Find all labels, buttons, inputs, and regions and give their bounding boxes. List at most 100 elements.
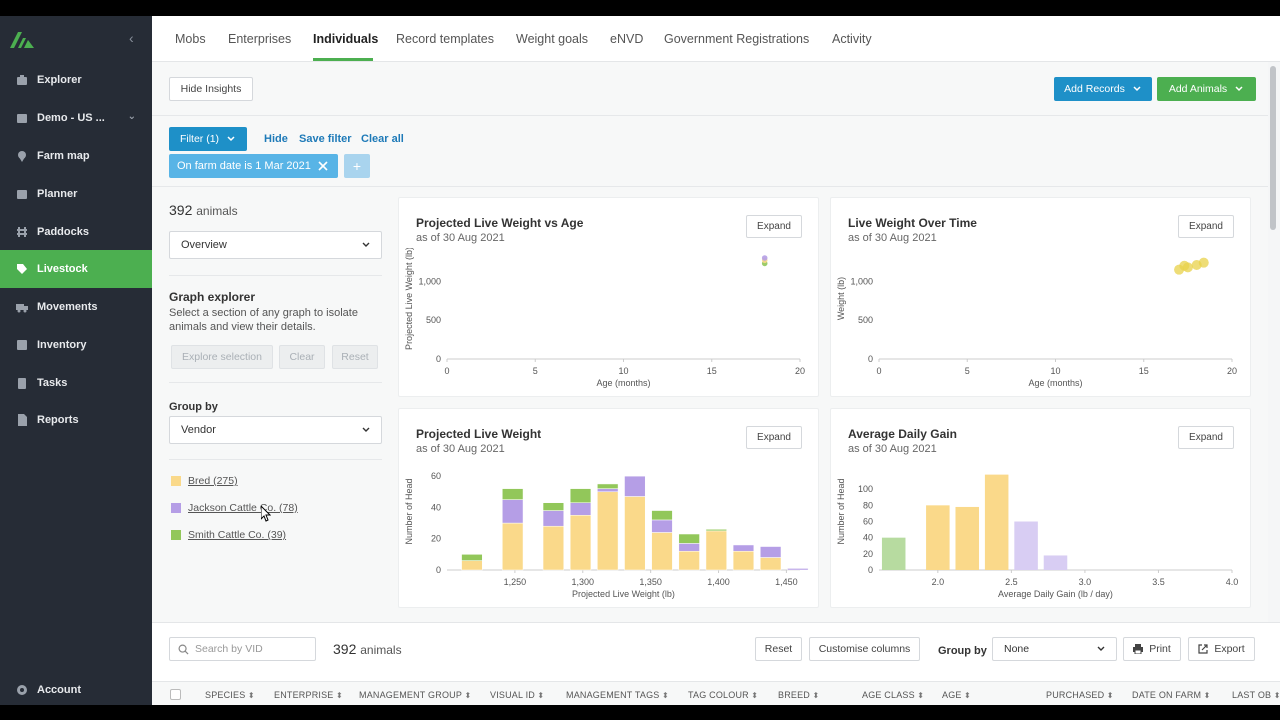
explorer-icon	[16, 74, 28, 86]
column-header-breed[interactable]: BREED	[778, 690, 819, 700]
expand-button[interactable]: Expand	[1178, 426, 1234, 449]
column-header-visual-id[interactable]: VISUAL ID	[490, 690, 544, 700]
tab-envd[interactable]: eNVD	[610, 32, 644, 46]
screen-top-bar	[0, 0, 1280, 16]
tab-government-registrations[interactable]: Government Registrations	[664, 32, 810, 46]
y-tick-label: 80	[863, 500, 873, 510]
sidebar-item-livestock[interactable]: Livestock	[0, 250, 152, 288]
sidebar-item-reports[interactable]: Reports	[0, 401, 152, 439]
group-by-select[interactable]: Vendor	[169, 416, 382, 444]
column-header-management-tags[interactable]: MANAGEMENT TAGS	[566, 690, 669, 700]
close-icon[interactable]	[318, 161, 328, 171]
tab-individuals[interactable]: Individuals	[313, 32, 379, 46]
sidebar-item-farm-select[interactable]: Demo - US ... ⌄	[0, 99, 152, 137]
chart-projected-weight[interactable]: 1,250 1,300 1,350 1,400 1,450 0 20 40 60 Projecte…	[399, 459, 820, 607]
select-all-checkbox[interactable]	[170, 689, 181, 700]
tab-weight-goals[interactable]: Weight goals	[516, 32, 589, 46]
paddock-icon	[16, 226, 28, 238]
y-tick-label: 1,000	[418, 276, 441, 286]
logo-icon[interactable]	[10, 32, 34, 48]
y-axis-title: Projected Live Weight (lb)	[404, 248, 414, 350]
tab-record-templates[interactable]: Record templates	[396, 32, 494, 46]
legend-item-smith[interactable]: Smith Cattle Co. (39)	[171, 529, 286, 541]
add-filter-button[interactable]: +	[344, 154, 370, 178]
sidebar-item-inventory[interactable]: Inventory	[0, 326, 152, 364]
scrollbar-thumb[interactable]	[1270, 66, 1276, 230]
hide-filter-link[interactable]: Hide	[264, 133, 288, 145]
sidebar-item-label: Movements	[37, 301, 98, 313]
column-header-management-group[interactable]: MANAGEMENT GROUP	[359, 690, 471, 700]
search-input[interactable]: Search by VID	[169, 637, 316, 661]
sidebar-item-farm-map[interactable]: Farm map	[0, 137, 152, 175]
column-header-species[interactable]: SPECIES	[205, 690, 255, 700]
bar-segment	[461, 560, 483, 571]
column-header-enterprise[interactable]: ENTERPRISE	[274, 690, 343, 700]
export-button[interactable]: Export	[1188, 637, 1255, 661]
bar-segment	[542, 502, 565, 511]
tab-enterprises[interactable]: Enterprises	[228, 32, 292, 46]
animals-table: Search by VID 392 animals Reset Customis…	[152, 622, 1280, 705]
bar-segment	[651, 519, 673, 533]
collapse-sidebar-icon[interactable]: ‹	[129, 30, 134, 46]
chevron-down-icon: ⌄	[127, 111, 136, 122]
sidebar-item-planner[interactable]: Planner	[0, 175, 152, 213]
clear-selection-button[interactable]: Clear	[279, 345, 325, 369]
column-header-last-ob[interactable]: LAST OB	[1232, 690, 1280, 700]
y-tick-label: 40	[431, 502, 441, 512]
insights-view-select[interactable]: Overview	[169, 231, 382, 259]
sidebar-item-label: Demo - US ...	[37, 112, 105, 124]
column-header-age[interactable]: AGE	[942, 690, 971, 700]
x-axis-title: Projected Live Weight (lb)	[572, 589, 675, 599]
x-axis-title: Average Daily Gain (lb / day)	[998, 589, 1113, 599]
save-filter-link[interactable]: Save filter	[299, 133, 352, 145]
sidebar-item-tasks[interactable]: Tasks	[0, 364, 152, 402]
column-header-date-on-farm[interactable]: DATE ON FARM	[1132, 690, 1211, 700]
tab-mobs[interactable]: Mobs	[175, 32, 206, 46]
chart-weight-over-time[interactable]: 0 5 10 15 20 0 500 1,000 Age (months) Weight (lb)	[831, 248, 1252, 396]
chart-title: Live Weight Over Time	[848, 216, 977, 230]
expand-button[interactable]: Expand	[746, 426, 802, 449]
bar	[881, 537, 906, 570]
bar-segment	[542, 510, 565, 527]
expand-button[interactable]: Expand	[746, 215, 802, 238]
legend-item-bred[interactable]: Bred (275)	[171, 475, 238, 487]
table-group-by-label: Group by	[938, 645, 987, 657]
reset-selection-button[interactable]: Reset	[332, 345, 378, 369]
print-label: Print	[1149, 643, 1171, 655]
clear-all-link[interactable]: Clear all	[361, 133, 404, 145]
filter-label: Filter (1)	[179, 133, 220, 145]
x-tick-label: 2.5	[1005, 577, 1018, 587]
customise-columns-button[interactable]: Customise columns	[809, 637, 920, 661]
filter-button[interactable]: Filter (1)	[169, 127, 247, 151]
y-tick-label: 0	[868, 354, 873, 364]
filter-chip[interactable]: On farm date is 1 Mar 2021	[169, 154, 338, 178]
tab-activity[interactable]: Activity	[832, 32, 872, 46]
print-button[interactable]: Print	[1123, 637, 1181, 661]
column-header-age-class[interactable]: AGE CLASS	[862, 690, 924, 700]
column-header-purchased[interactable]: PURCHASED	[1046, 690, 1114, 700]
chart-subtitle: as of 30 Aug 2021	[416, 232, 505, 244]
chart-weight-vs-age[interactable]: 0 5 10 15 20 0 500 1,000 Age (months) Projected L…	[399, 248, 820, 396]
chart-average-daily-gain[interactable]: 2.0 2.5 3.0 3.5 4.0 0 20 40 60 80 100 Average Daily…	[831, 459, 1252, 607]
insights-view-value: Overview	[181, 239, 227, 251]
table-reset-button[interactable]: Reset	[755, 637, 802, 661]
table-group-by-select[interactable]: None	[992, 637, 1117, 661]
legend-item-jackson[interactable]: Jackson Cattle Co. (78)	[171, 502, 298, 514]
explore-selection-button[interactable]: Explore selection	[171, 345, 273, 369]
hide-insights-button[interactable]: Hide Insights	[169, 77, 253, 101]
column-header-tag-colour[interactable]: TAG COLOUR	[688, 690, 758, 700]
bar	[1043, 555, 1068, 570]
add-records-button[interactable]: Add Records	[1054, 77, 1152, 101]
legend-label: Bred (275)	[188, 475, 238, 487]
bar-segment	[732, 544, 755, 552]
sidebar-item-explorer[interactable]: Explorer	[0, 61, 152, 99]
expand-button[interactable]: Expand	[1178, 215, 1234, 238]
sidebar-item-paddocks[interactable]: Paddocks	[0, 213, 152, 251]
sidebar-item-movements[interactable]: Movements	[0, 288, 152, 326]
add-animals-button[interactable]: Add Animals	[1157, 77, 1256, 101]
y-tick-label: 100	[858, 484, 873, 494]
bar-segment	[502, 499, 524, 524]
sidebar-item-label: Tasks	[37, 377, 68, 389]
sidebar-item-account[interactable]: Account	[0, 671, 152, 709]
bar	[955, 506, 980, 570]
